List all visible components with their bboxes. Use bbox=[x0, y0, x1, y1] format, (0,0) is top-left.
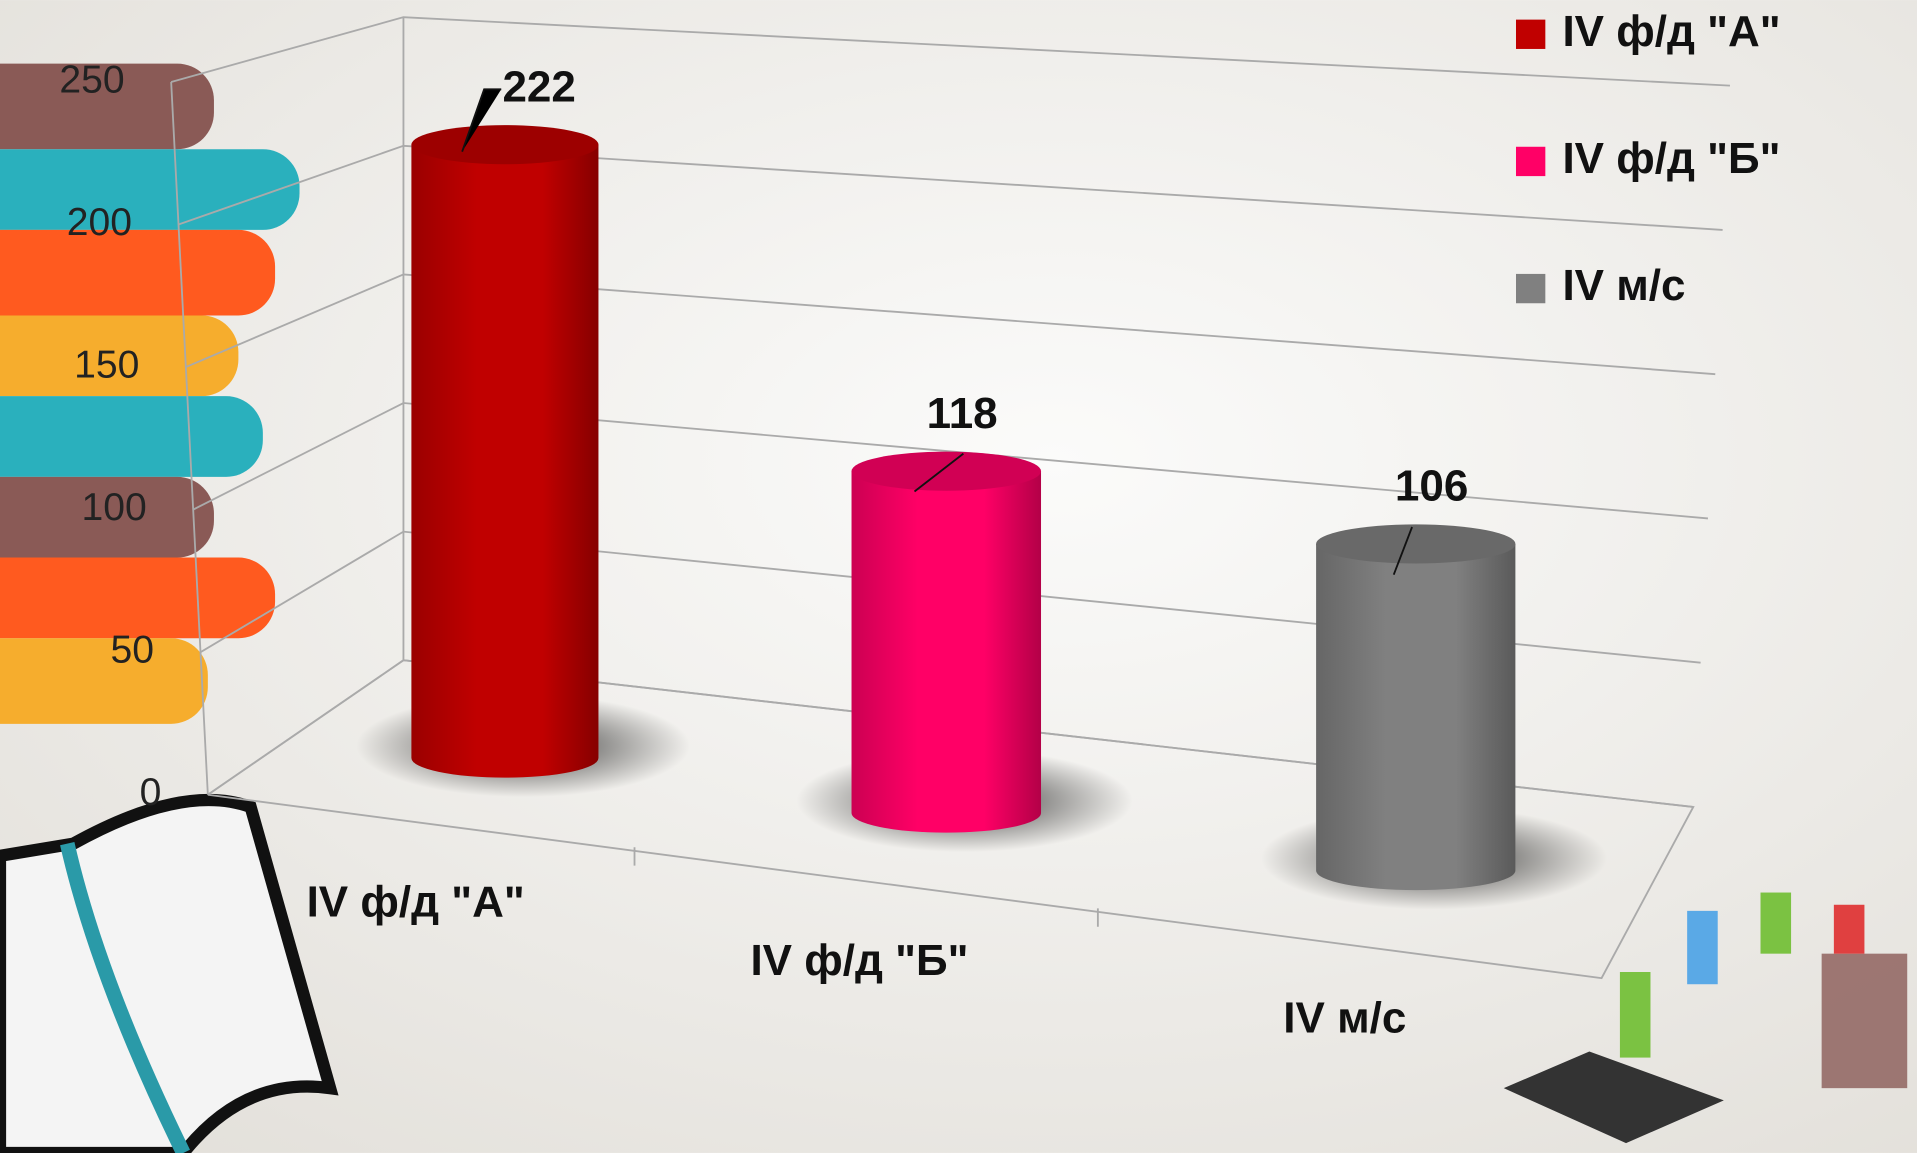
y-tick-label: 50 bbox=[111, 629, 155, 672]
bar-top bbox=[1316, 524, 1516, 564]
legend-swatch bbox=[1515, 273, 1546, 304]
legend-label: IV ф/д "Б" bbox=[1562, 134, 1780, 183]
decor-books bbox=[0, 63, 1908, 1153]
grid-line bbox=[192, 402, 1709, 520]
bar bbox=[1316, 543, 1516, 891]
legend-label: IV ф/д "А" bbox=[1562, 7, 1780, 56]
data-label: 118 bbox=[927, 389, 998, 438]
grid-line bbox=[200, 530, 1701, 664]
legend-label: IV м/с bbox=[1562, 261, 1685, 310]
bar-top bbox=[851, 451, 1042, 491]
bar-top bbox=[411, 125, 599, 165]
y-tick-label: 200 bbox=[67, 201, 132, 244]
data-label: 222 bbox=[502, 62, 575, 111]
x-tick-label: IV м/с bbox=[1283, 994, 1406, 1043]
y-tick-label: 250 bbox=[59, 58, 124, 101]
bar bbox=[411, 144, 599, 778]
grid-line bbox=[207, 659, 1694, 808]
bar bbox=[851, 471, 1042, 833]
x-tick-label: IV ф/д "Б" bbox=[750, 936, 968, 985]
legend-swatch bbox=[1515, 146, 1546, 177]
grid-line bbox=[170, 16, 1730, 87]
y-tick-label: 100 bbox=[81, 486, 146, 529]
legend-swatch bbox=[1515, 19, 1546, 49]
data-label: 106 bbox=[1395, 462, 1468, 511]
grid-line bbox=[185, 273, 1716, 376]
grid-line bbox=[178, 144, 1723, 231]
leader-lines bbox=[461, 88, 1413, 575]
y-tick-label: 0 bbox=[140, 771, 162, 814]
x-tick-marks bbox=[633, 847, 1099, 927]
x-tick-label: IV ф/д "А" bbox=[307, 877, 525, 926]
y-tick-label: 150 bbox=[74, 343, 139, 386]
